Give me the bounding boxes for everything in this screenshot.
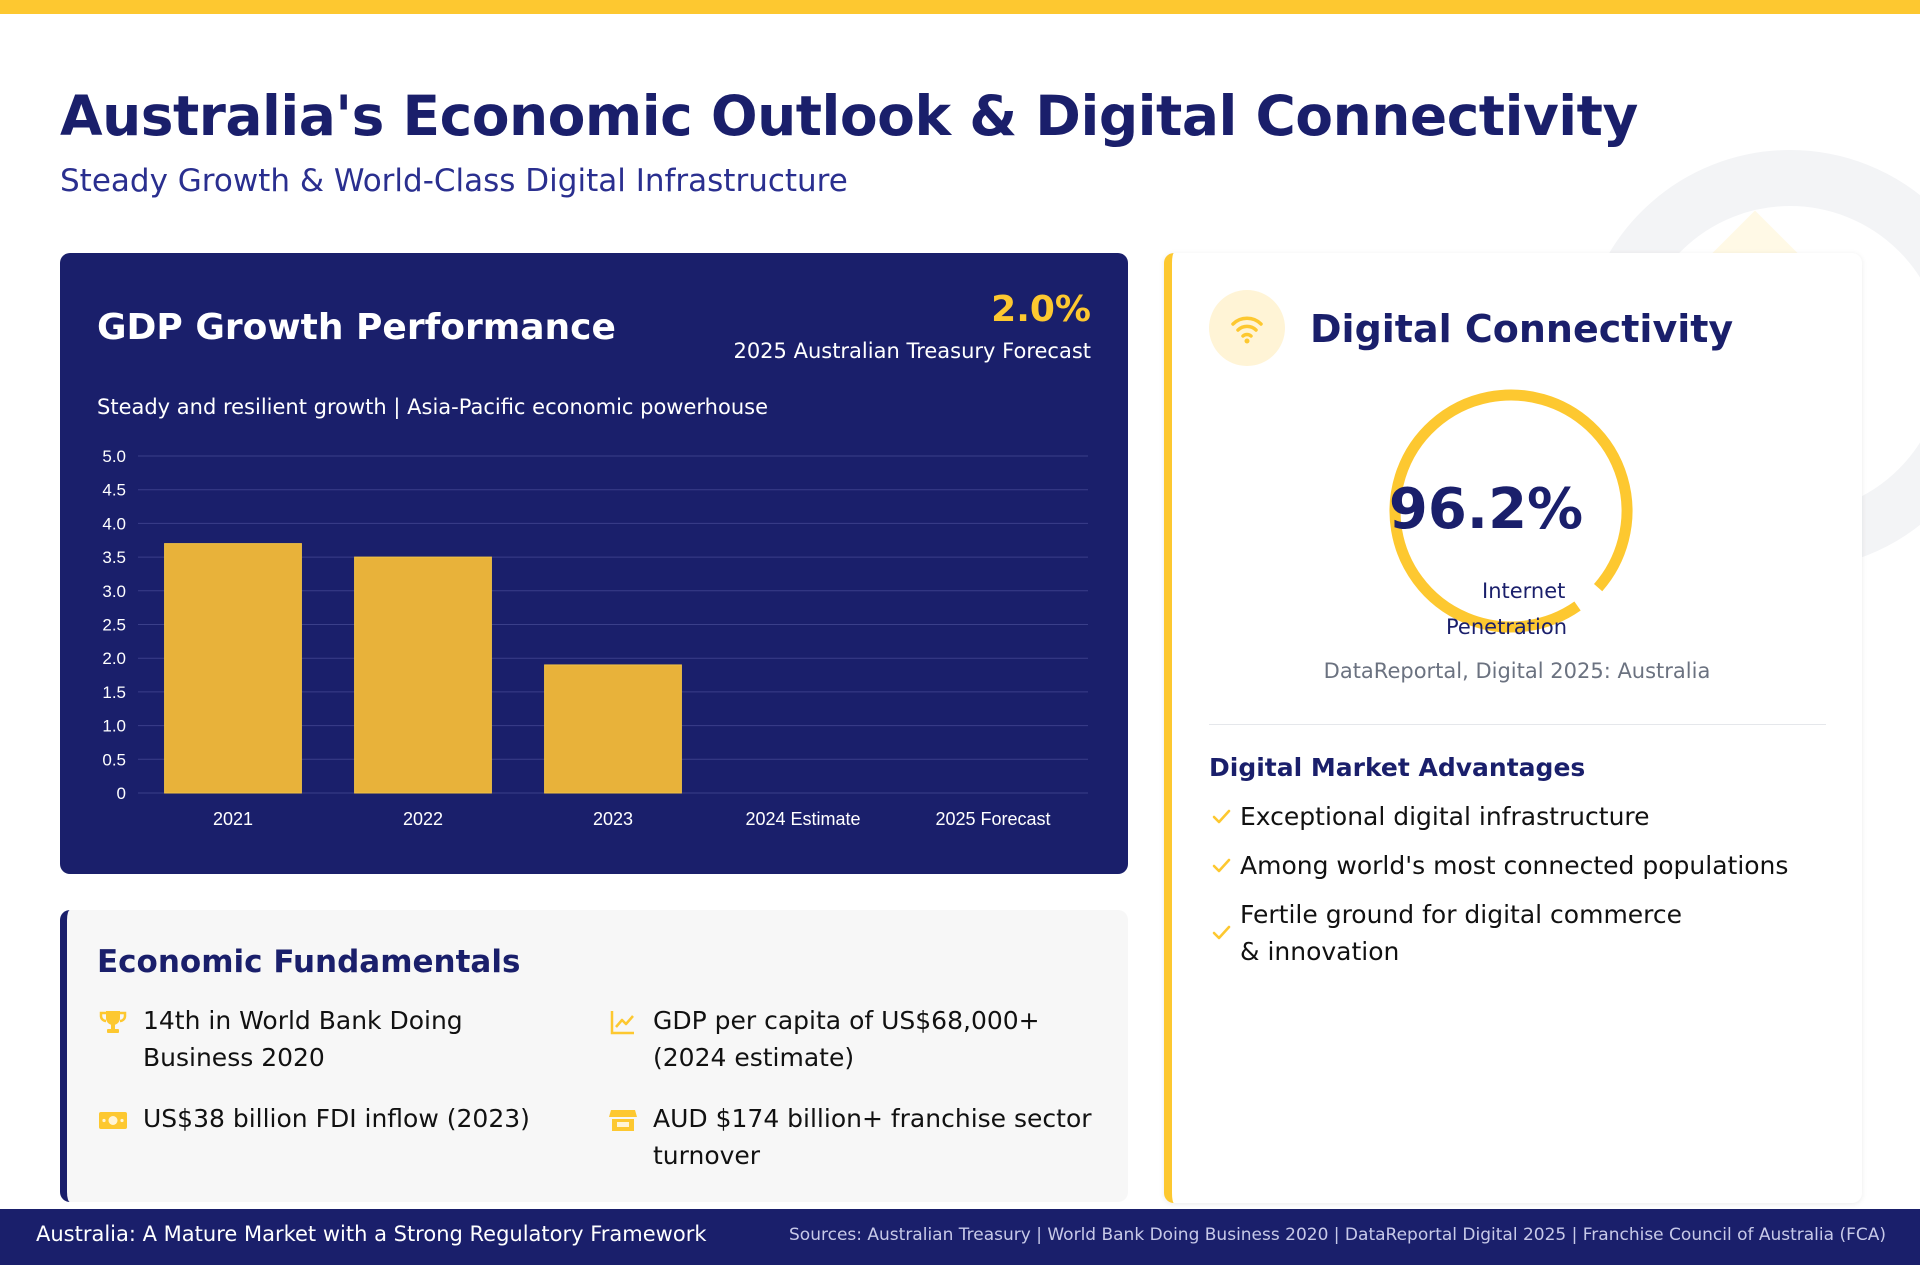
fundamental-item: GDP per capita of US$68,000+ (2024 estim… xyxy=(607,1002,1107,1076)
y-tick-label: 3.5 xyxy=(102,548,126,567)
page-title: Australia's Economic Outlook & Digital C… xyxy=(60,84,1638,148)
gdp-description: Steady and resilient growth | Asia-Pacif… xyxy=(97,395,768,419)
internet-penetration-gauge xyxy=(1389,389,1633,633)
footer-tagline: Australia: A Mature Market with a Strong… xyxy=(36,1222,707,1246)
gauge-arc xyxy=(1389,389,1633,633)
y-tick-label: 1.5 xyxy=(102,683,126,702)
bar xyxy=(354,556,492,794)
chart-line-icon xyxy=(610,1011,634,1035)
x-tick-label: 2021 xyxy=(213,809,253,829)
gdp-card-title: GDP Growth Performance xyxy=(97,307,616,348)
fundamentals-title: Economic Fundamentals xyxy=(97,944,521,980)
fundamental-text: US$38 billion FDI inflow (2023) xyxy=(143,1104,530,1133)
footer-bar: Australia: A Mature Market with a Strong… xyxy=(0,1209,1920,1265)
store-icon xyxy=(609,1110,637,1131)
fundamental-item: 14th in World Bank Doing Business 2020 xyxy=(97,1002,557,1076)
bar xyxy=(544,664,682,794)
digital-connectivity-card: Digital Connectivity 96.2% Internet Pene… xyxy=(1164,253,1862,1203)
x-tick-label: 2023 xyxy=(593,809,633,829)
gdp-bar-chart: 0 0.5 1.0 1.5 2.0 2.5 3.0 3.5 4.0 4.5 5.0 2021 2022 2… xyxy=(102,447,1088,829)
x-tick-label: 2024 Estimate xyxy=(745,809,860,829)
gdp-headline-value: 2.0% xyxy=(991,289,1091,330)
gauge-value: 96.2% xyxy=(1388,477,1584,542)
y-tick-label: 2.5 xyxy=(102,616,126,635)
gdp-growth-card: GDP Growth Performance 2.0% 2025 Austral… xyxy=(60,253,1128,874)
trophy-icon xyxy=(99,1011,127,1033)
economic-fundamentals-card: Economic Fundamentals 14th in World Bank… xyxy=(60,910,1128,1202)
advantage-item: Exceptional digital infrastructure xyxy=(1209,798,1829,835)
digital-card-title: Digital Connectivity xyxy=(1310,307,1734,351)
divider xyxy=(1209,724,1826,725)
advantage-text: Fertile ground for digital commerce & in… xyxy=(1240,900,1683,966)
fundamental-item: AUD $174 billion+ franchise sector turno… xyxy=(607,1100,1107,1174)
x-tick-label: 2025 Forecast xyxy=(935,809,1050,829)
gauge-source: DataReportal, Digital 2025: Australia xyxy=(1323,659,1711,683)
fundamental-text: 14th in World Bank Doing Business 2020 xyxy=(143,1006,463,1072)
check-icon xyxy=(1212,858,1231,872)
y-tick-label: 4.5 xyxy=(102,481,126,500)
fundamental-text: AUD $174 billion+ franchise sector turno… xyxy=(653,1104,1092,1170)
advantage-item: Fertile ground for digital commerce & in… xyxy=(1209,896,1709,970)
page-subtitle: Steady Growth & World-Class Digital Infr… xyxy=(60,163,848,199)
advantages-title: Digital Market Advantages xyxy=(1209,753,1586,782)
check-icon xyxy=(1212,925,1231,940)
x-tick-label: 2022 xyxy=(403,809,443,829)
advantage-text: Exceptional digital infrastructure xyxy=(1240,802,1650,831)
wifi-icon-badge xyxy=(1209,290,1285,366)
y-tick-label: 0 xyxy=(117,784,126,803)
y-tick-label: 3.0 xyxy=(102,582,126,601)
y-tick-label: 4.0 xyxy=(102,514,126,533)
gdp-headline-label: 2025 Australian Treasury Forecast xyxy=(733,339,1091,363)
y-tick-label: 5.0 xyxy=(102,447,126,466)
y-tick-label: 0.5 xyxy=(102,750,126,769)
fundamental-item: US$38 billion FDI inflow (2023) xyxy=(97,1100,557,1137)
footer-sources: Sources: Australian Treasury | World Ban… xyxy=(789,1225,1886,1245)
y-tick-label: 1.0 xyxy=(102,717,126,736)
y-tick-label: 2.0 xyxy=(102,649,126,668)
fundamental-text: GDP per capita of US$68,000+ (2024 estim… xyxy=(653,1006,1040,1072)
bar xyxy=(164,543,302,794)
check-icon xyxy=(1212,809,1231,823)
gauge-label-line1: Internet xyxy=(1482,579,1566,603)
money-bill-icon xyxy=(99,1112,127,1129)
top-accent-bar xyxy=(0,0,1920,14)
wifi-icon xyxy=(1231,316,1263,344)
advantage-text: Among world's most connected populations xyxy=(1240,851,1789,880)
gauge-label-line2: Penetration xyxy=(1446,615,1568,639)
advantage-item: Among world's most connected populations xyxy=(1209,847,1829,884)
